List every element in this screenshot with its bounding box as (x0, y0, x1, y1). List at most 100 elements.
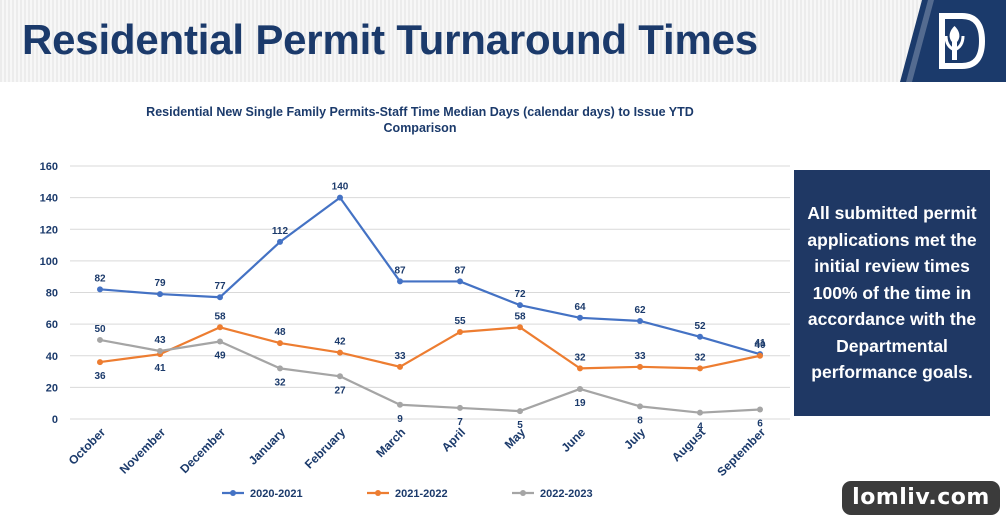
data-label: 140 (332, 182, 349, 193)
data-label: 41 (154, 363, 166, 374)
data-point (457, 329, 463, 336)
data-point (157, 291, 163, 298)
data-point (397, 278, 403, 285)
data-label: 6 (757, 419, 763, 430)
data-point (457, 278, 463, 285)
data-point (637, 403, 643, 410)
data-label: 32 (574, 352, 586, 363)
data-point (217, 294, 223, 301)
data-point (277, 238, 283, 245)
data-label: 58 (214, 311, 226, 322)
data-label: 33 (394, 351, 406, 362)
data-label: 62 (634, 305, 646, 316)
legend-label: 2022-2023 (540, 488, 593, 500)
data-label: 87 (394, 265, 406, 276)
legend-marker (375, 490, 381, 496)
data-point (337, 349, 343, 356)
data-point (517, 408, 523, 415)
data-point (277, 340, 283, 347)
data-label: 82 (94, 273, 106, 284)
data-point (337, 373, 343, 380)
data-point (217, 338, 223, 345)
x-tick-label: January (246, 425, 289, 468)
data-label: 49 (214, 351, 226, 362)
y-tick-label: 120 (40, 224, 58, 236)
data-label: 41 (754, 338, 766, 349)
watermark: lomliv.com (842, 481, 1000, 515)
x-tick-label: October (66, 425, 109, 468)
data-label: 9 (397, 414, 403, 425)
data-point (517, 324, 523, 331)
data-label: 58 (514, 311, 526, 322)
x-tick-label: April (439, 425, 468, 454)
data-point (397, 363, 403, 370)
data-point (577, 385, 583, 392)
data-point (577, 365, 583, 372)
callout-text: All submitted permit applications met th… (807, 203, 977, 383)
performance-callout: All submitted permit applications met th… (794, 170, 990, 416)
data-label: 112 (272, 226, 289, 237)
series-line-2022-2023 (99, 338, 761, 414)
data-point (97, 286, 103, 293)
data-label: 36 (94, 371, 106, 382)
y-tick-label: 60 (46, 319, 58, 331)
legend-marker (520, 490, 526, 496)
x-tick-label: July (621, 425, 648, 452)
data-label: 42 (334, 337, 346, 348)
data-label: 64 (574, 302, 586, 313)
series-line-2021-2022 (99, 326, 761, 370)
data-point (757, 352, 763, 359)
x-tick-label: February (302, 425, 348, 471)
x-tick-label: March (373, 425, 408, 460)
data-point (97, 359, 103, 366)
data-point (697, 333, 703, 340)
data-point (97, 336, 103, 343)
data-point (457, 404, 463, 411)
data-label: 33 (634, 351, 646, 362)
y-tick-label: 40 (46, 351, 58, 363)
data-label: 72 (514, 289, 526, 300)
legend-label: 2021-2022 (395, 488, 448, 500)
y-tick-label: 160 (40, 161, 58, 173)
x-tick-label: November (117, 425, 169, 477)
data-point (697, 409, 703, 416)
title-band (0, 0, 1006, 82)
y-tick-label: 20 (46, 382, 58, 394)
data-label: 27 (334, 385, 346, 396)
y-tick-label: 0 (52, 414, 58, 426)
data-point (757, 406, 763, 413)
data-label: 5 (517, 420, 523, 431)
legend-marker (230, 490, 236, 496)
data-point (697, 365, 703, 372)
y-tick-label: 100 (40, 256, 58, 268)
legend-label: 2020-2021 (250, 488, 303, 500)
data-point (517, 302, 523, 309)
y-tick-label: 80 (46, 288, 58, 300)
data-label: 77 (214, 281, 226, 292)
x-tick-label: May (502, 425, 529, 452)
chart-title: Residential New Single Family Permits-St… (146, 105, 694, 135)
x-tick-label: December (177, 425, 228, 476)
data-point (397, 401, 403, 408)
data-label: 87 (454, 265, 466, 276)
department-logo (900, 0, 1006, 82)
data-label: 50 (94, 324, 106, 335)
data-label: 19 (574, 398, 586, 409)
series-line-2020-2021 (99, 196, 761, 356)
x-tick-label: September (714, 425, 768, 479)
data-label: 4 (697, 422, 703, 433)
data-label: 40 (754, 340, 766, 351)
data-label: 32 (694, 352, 706, 363)
data-point (337, 194, 343, 201)
data-label: 52 (694, 321, 706, 332)
data-label: 79 (154, 278, 166, 289)
data-point (637, 317, 643, 324)
y-tick-label: 140 (40, 193, 58, 205)
data-label: 48 (274, 327, 286, 338)
data-point (217, 324, 223, 331)
x-tick-label: June (558, 425, 588, 455)
data-label: 43 (154, 335, 166, 346)
data-point (157, 348, 163, 355)
data-point (277, 365, 283, 372)
